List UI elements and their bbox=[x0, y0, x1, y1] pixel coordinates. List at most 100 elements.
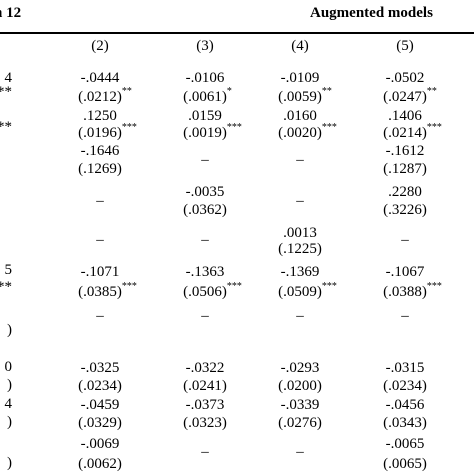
cell-value: (.0214) *** bbox=[383, 122, 442, 142]
cell-value: -.0502 bbox=[386, 69, 425, 87]
significance-stars: *** bbox=[426, 122, 442, 133]
cell-value: (.0509) *** bbox=[278, 281, 337, 301]
cell-value: – bbox=[296, 443, 304, 461]
significance-stars: ** bbox=[426, 86, 437, 97]
cell-text: .1250 bbox=[83, 108, 117, 124]
table-cell: (.0019) *** bbox=[155, 122, 255, 142]
table-cell: .2280 bbox=[355, 183, 455, 201]
cell-value: – bbox=[96, 307, 104, 325]
cell-text: (.0019) bbox=[183, 125, 227, 141]
significance-stars: ** bbox=[121, 86, 132, 97]
cell-text: -.1646 bbox=[80, 143, 120, 159]
cell-text: (.0509) bbox=[278, 284, 322, 300]
cell-text: – bbox=[201, 152, 209, 168]
cell-text: (.0276) bbox=[278, 415, 322, 431]
table-cell: -.1363 bbox=[155, 263, 255, 281]
table-cell: (.0200) bbox=[250, 377, 350, 395]
cell-value: -.0109 bbox=[281, 69, 320, 87]
cell-value: – bbox=[296, 151, 304, 169]
table-cell: -.0322 bbox=[155, 359, 255, 377]
cell-value: -.1363 bbox=[186, 263, 225, 281]
cell-text: (.0323) bbox=[183, 415, 227, 431]
cell-text: – bbox=[401, 308, 409, 324]
cell-text: (.0385) bbox=[78, 284, 122, 300]
cell-value: -.0065 bbox=[386, 435, 425, 453]
table-cell: (.0234) bbox=[50, 377, 150, 395]
significance-stars: ** bbox=[321, 86, 332, 97]
table-cell: -.0459 bbox=[50, 396, 150, 414]
table-cell: -.0325 bbox=[50, 359, 150, 377]
left-fragment: ) bbox=[7, 322, 12, 338]
cell-text: (.0241) bbox=[183, 378, 227, 394]
table-cell: (.0020) *** bbox=[250, 122, 350, 142]
cell-value: (.0343) bbox=[383, 414, 427, 432]
table-cell: -.0502 bbox=[355, 69, 455, 87]
cell-text: (.1287) bbox=[383, 161, 427, 177]
cell-value: – bbox=[201, 231, 209, 249]
cell-value: -.1612 bbox=[386, 142, 425, 160]
table-cell: – bbox=[155, 231, 255, 249]
table-cell: – bbox=[50, 192, 150, 210]
cell-text: .1406 bbox=[388, 108, 422, 124]
cell-text: (.3226) bbox=[383, 202, 427, 218]
cell-text: -.0373 bbox=[185, 397, 225, 413]
table-cell: (.0196) *** bbox=[50, 122, 150, 142]
table-cell: (.0059) ** bbox=[250, 86, 350, 106]
table-cell: -.0339 bbox=[250, 396, 350, 414]
cell-value: (.0020) *** bbox=[278, 122, 337, 142]
cell-value: -.0293 bbox=[281, 359, 320, 377]
cell-text: -.1612 bbox=[385, 143, 425, 159]
table-cell: (.0509) *** bbox=[250, 281, 350, 301]
cell-text: (.0065) bbox=[383, 456, 427, 472]
cell-value: .1250 bbox=[83, 107, 117, 125]
significance-stars: * bbox=[226, 86, 232, 97]
table-cell: .0013 bbox=[250, 224, 350, 242]
table-cell: (.0343) bbox=[355, 414, 455, 432]
cell-value: (.0241) bbox=[183, 377, 227, 395]
left-fragment: *** bbox=[0, 279, 12, 295]
cell-value: .0160 bbox=[283, 107, 317, 125]
cell-value: -.0373 bbox=[186, 396, 225, 414]
cell-value: -.0456 bbox=[386, 396, 425, 414]
significance-stars: *** bbox=[226, 281, 242, 292]
cell-value: – bbox=[296, 192, 304, 210]
cell-text: -.0444 bbox=[80, 70, 120, 86]
significance-stars: *** bbox=[426, 281, 442, 292]
cell-text: – bbox=[401, 232, 409, 248]
cell-value: – bbox=[401, 231, 409, 249]
table-cell: -.0106 bbox=[155, 69, 255, 87]
column-label: (4) bbox=[291, 38, 309, 54]
cell-text: (.1269) bbox=[78, 161, 122, 177]
cell-value: (.0234) bbox=[383, 377, 427, 395]
cell-text: -.0322 bbox=[185, 360, 225, 376]
cell-text: (.0388) bbox=[383, 284, 427, 300]
table-cell: – bbox=[250, 307, 350, 325]
column-label: (2) bbox=[91, 38, 109, 54]
table-cell: -.0035 bbox=[155, 183, 255, 201]
cell-text: -.0502 bbox=[385, 70, 425, 86]
cell-text: (.1225) bbox=[278, 241, 322, 257]
table-cell: – bbox=[355, 231, 455, 249]
cell-value: -.1067 bbox=[386, 263, 425, 281]
cell-text: – bbox=[296, 308, 304, 324]
table-cell: – bbox=[250, 192, 350, 210]
cell-text: -.0456 bbox=[385, 397, 425, 413]
cell-value: .0159 bbox=[188, 107, 222, 125]
table-cell: (.1225) bbox=[250, 240, 350, 258]
table-cell: -.0065 bbox=[355, 435, 455, 453]
cell-value: -.0339 bbox=[281, 396, 320, 414]
cell-text: – bbox=[296, 444, 304, 460]
table-cell: -.0315 bbox=[355, 359, 455, 377]
cell-value: (.0019) *** bbox=[183, 122, 242, 142]
cell-value: – bbox=[296, 307, 304, 325]
cell-value: (.1269) bbox=[78, 160, 122, 178]
left-fragment: 0 bbox=[4, 359, 13, 375]
left-fragment: ) bbox=[7, 455, 12, 471]
cell-value: – bbox=[96, 192, 104, 210]
cell-text: (.0061) bbox=[183, 89, 227, 105]
cell-value: .0013 bbox=[283, 224, 317, 242]
cell-value: -.0315 bbox=[386, 359, 425, 377]
right-title: Augmented models bbox=[310, 5, 433, 21]
left-fragment: *** bbox=[0, 84, 12, 100]
table-cell: (.0061) * bbox=[155, 86, 255, 106]
